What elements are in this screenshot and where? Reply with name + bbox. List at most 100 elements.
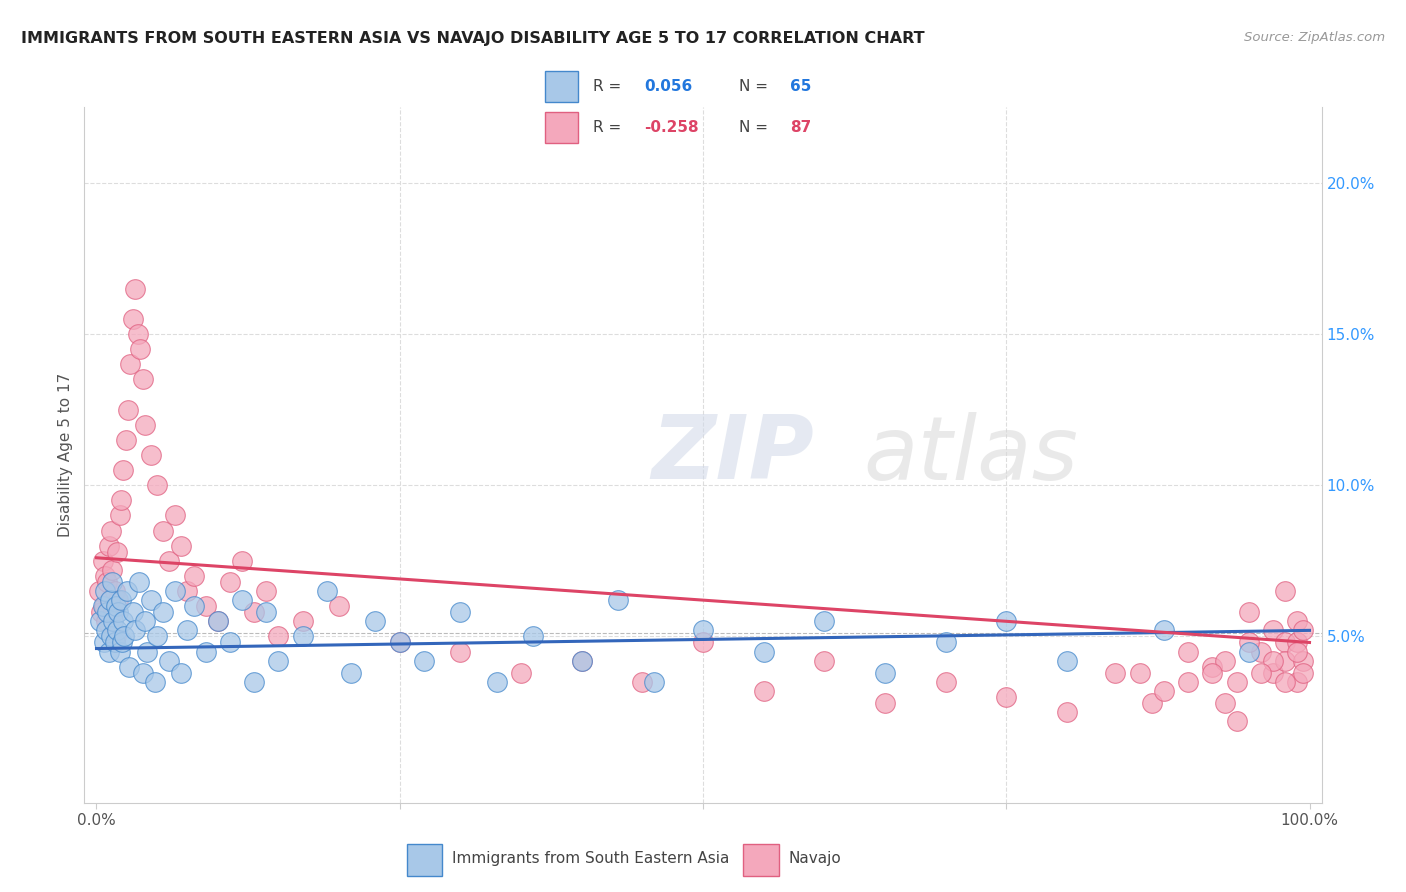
Point [643,674,665,689]
Point [873,696,896,710]
Point [194,599,217,614]
Point [128,574,150,589]
Point [110,493,132,508]
Point [231,554,253,568]
Point [571,654,593,668]
FancyBboxPatch shape [406,844,443,876]
Text: -0.258: -0.258 [644,120,699,135]
Point [93,599,115,614]
Point [87,584,110,599]
Point [124,624,146,638]
Point [96,615,118,629]
Point [1213,696,1236,710]
Point [104,599,127,614]
Point [152,605,174,619]
Text: R =: R = [593,79,621,94]
Point [243,674,266,689]
Text: Immigrants from South Eastern Asia: Immigrants from South Eastern Asia [451,851,730,866]
Point [176,584,198,599]
Point [100,524,122,538]
Point [291,629,314,643]
Point [316,584,339,599]
Point [124,281,146,295]
Point [1292,654,1315,668]
Point [107,593,129,607]
Point [94,569,117,583]
Point [111,635,134,649]
Point [136,644,159,658]
Point [115,584,138,599]
Point [157,654,180,668]
Point [1286,635,1309,649]
Point [631,674,654,689]
Point [146,478,169,492]
Point [170,665,193,680]
Point [1237,635,1260,649]
Point [105,545,128,559]
Point [112,463,135,477]
Point [1153,624,1175,638]
Point [176,624,198,638]
Point [995,690,1018,704]
Point [1261,624,1284,638]
Point [129,342,152,356]
Point [117,402,139,417]
Point [364,615,387,629]
Point [1177,674,1199,689]
Point [146,629,169,643]
Point [995,615,1018,629]
Y-axis label: Disability Age 5 to 17: Disability Age 5 to 17 [58,373,73,537]
Point [103,615,125,629]
Point [1129,665,1152,680]
Point [813,615,835,629]
Text: 0.056: 0.056 [644,79,692,94]
Point [91,599,114,614]
Point [328,599,350,614]
Point [873,665,896,680]
Point [607,593,630,607]
Point [97,644,120,658]
Point [96,605,118,619]
Point [112,615,135,629]
Text: ZIP: ZIP [651,411,814,499]
Point [219,574,242,589]
Point [485,674,508,689]
Point [1056,705,1078,719]
Point [1153,684,1175,698]
Point [1292,665,1315,680]
FancyBboxPatch shape [742,844,779,876]
Point [207,615,229,629]
Point [243,605,266,619]
Point [183,569,205,583]
Point [522,629,544,643]
Text: 65: 65 [790,79,811,94]
Point [267,654,290,668]
Point [510,665,533,680]
Point [935,635,957,649]
Point [207,615,229,629]
Point [1274,674,1296,689]
Point [1261,665,1284,680]
Point [1286,615,1309,629]
Point [100,629,122,643]
Point [449,605,471,619]
Point [114,433,136,447]
Point [96,624,118,638]
Point [813,654,835,668]
Point [110,593,132,607]
Point [104,584,127,599]
Point [104,629,127,643]
Point [98,593,121,607]
Point [134,417,156,432]
Point [267,629,290,643]
Point [388,635,411,649]
Point [1226,714,1249,728]
Point [152,524,174,538]
Point [1250,644,1272,658]
Point [108,508,131,523]
Point [165,508,187,523]
Point [935,674,957,689]
Text: 87: 87 [790,120,811,135]
Point [1274,635,1296,649]
Point [103,605,125,619]
